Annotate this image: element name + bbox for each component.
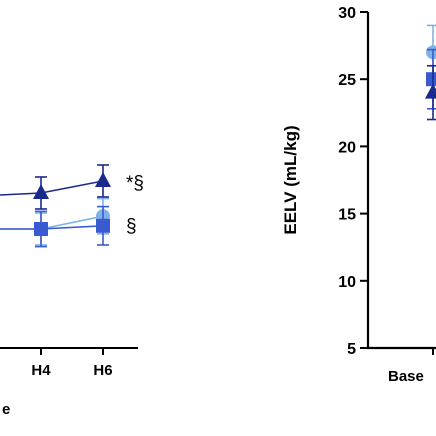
series-2-segment: [40, 215, 104, 230]
annotation-0: *§: [126, 173, 144, 194]
annotation-1: §: [126, 216, 137, 237]
right-y-tick-label-5: 5: [347, 341, 356, 358]
series-1-segment: [40, 225, 104, 230]
series-1-point-h6: [96, 218, 110, 233]
series-0-segment-in: [0, 192, 42, 196]
right-y-tick-label-10: 10: [338, 274, 356, 291]
series-0-point-h4: [33, 184, 49, 199]
right-y-tick-label-30: 30: [338, 5, 356, 22]
right-series-1-point: [426, 72, 436, 87]
series-1-point-h4: [34, 222, 48, 236]
right-x-tick-label-base: Base: [388, 368, 424, 385]
right-y-tick-label-25: 25: [338, 72, 356, 89]
series-0-segment: [40, 180, 104, 194]
left-chart-panel: H4 H6 e *§ §: [0, 164, 144, 418]
right-chart-panel: 5 10 15 20 25 30 EELV (mL/kg) Base: [281, 5, 436, 385]
series-0-point-h6: [95, 172, 111, 187]
right-y-tick-label-15: 15: [338, 207, 356, 224]
left-x-tick-label-h4: H4: [31, 362, 51, 379]
right-y-axis-label: EELV (mL/kg): [281, 125, 300, 234]
right-series-0-point: [425, 83, 436, 99]
right-series-2-point: [426, 45, 436, 60]
right-y-tick-label-20: 20: [338, 139, 356, 156]
left-x-axis-label: e: [2, 401, 10, 418]
left-x-tick-label-h6: H6: [93, 362, 112, 379]
